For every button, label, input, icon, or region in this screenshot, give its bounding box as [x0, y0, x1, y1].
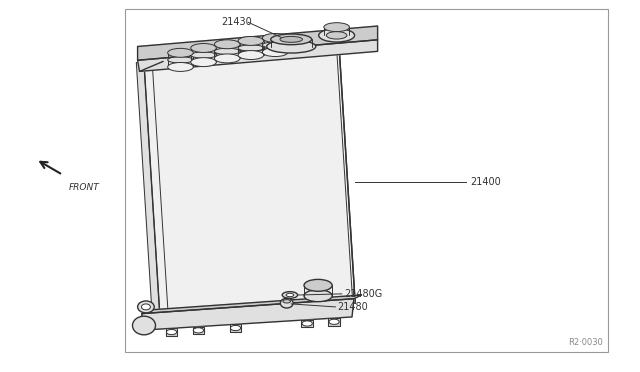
Ellipse shape [283, 299, 291, 303]
Text: 21480G: 21480G [344, 289, 383, 299]
Ellipse shape [168, 62, 193, 71]
Ellipse shape [238, 45, 264, 51]
Ellipse shape [326, 32, 347, 39]
Polygon shape [166, 328, 177, 336]
Text: 21480: 21480 [337, 302, 368, 312]
Ellipse shape [191, 44, 216, 52]
Ellipse shape [214, 54, 240, 63]
Ellipse shape [214, 40, 240, 49]
Polygon shape [328, 318, 340, 326]
Ellipse shape [282, 292, 298, 298]
Ellipse shape [267, 40, 316, 53]
Polygon shape [136, 62, 160, 318]
Ellipse shape [238, 36, 264, 45]
Text: 21430: 21430 [221, 17, 252, 27]
Ellipse shape [304, 279, 332, 291]
Ellipse shape [141, 304, 150, 310]
Polygon shape [138, 40, 378, 71]
Ellipse shape [271, 34, 312, 45]
Ellipse shape [238, 51, 264, 60]
Text: 21400: 21400 [470, 177, 501, 187]
Ellipse shape [166, 330, 177, 335]
Ellipse shape [191, 58, 216, 67]
Ellipse shape [302, 321, 312, 326]
Polygon shape [230, 324, 241, 332]
Ellipse shape [191, 52, 216, 58]
Polygon shape [144, 48, 355, 318]
Ellipse shape [304, 290, 332, 302]
Ellipse shape [262, 48, 288, 57]
Ellipse shape [262, 42, 288, 48]
Polygon shape [140, 299, 354, 330]
Ellipse shape [230, 326, 241, 331]
Ellipse shape [168, 57, 193, 63]
Ellipse shape [280, 36, 303, 42]
Polygon shape [301, 320, 313, 327]
Ellipse shape [138, 301, 154, 313]
Text: R2·0030: R2·0030 [568, 338, 603, 347]
Bar [125, 9, 608, 352]
Polygon shape [142, 295, 362, 314]
Polygon shape [193, 327, 204, 334]
Ellipse shape [262, 33, 288, 42]
Ellipse shape [324, 23, 349, 32]
Ellipse shape [168, 48, 193, 57]
Text: FRONT: FRONT [69, 183, 100, 192]
Ellipse shape [132, 316, 156, 335]
Ellipse shape [319, 29, 355, 42]
Ellipse shape [329, 319, 339, 324]
Ellipse shape [214, 48, 240, 54]
Ellipse shape [280, 298, 293, 308]
Ellipse shape [193, 328, 204, 333]
Ellipse shape [286, 293, 294, 297]
Polygon shape [138, 26, 378, 60]
